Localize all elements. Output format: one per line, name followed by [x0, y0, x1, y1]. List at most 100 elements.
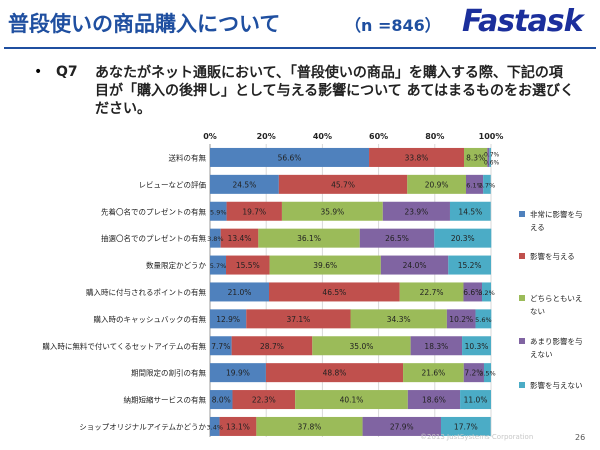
- data-label: 5.9%: [210, 208, 227, 216]
- data-label: 13.1%: [226, 422, 250, 431]
- bar-segment: [380, 255, 449, 275]
- data-label: 8.0%: [212, 396, 231, 405]
- data-label: 37.1%: [286, 315, 310, 324]
- bar-segment: [258, 228, 360, 248]
- page-number: 26: [575, 433, 586, 442]
- legend-label: あまり影響を与: [530, 336, 583, 346]
- data-label: 0.7%: [484, 151, 500, 158]
- category-label: 購入時に無料で付いてくるセットアイテムの有無: [42, 341, 206, 351]
- data-label: 19.7%: [242, 207, 266, 216]
- data-label: 33.8%: [405, 153, 429, 162]
- page-title: 普段使いの商品購入について: [8, 12, 281, 36]
- x-tick-label: 100%: [479, 132, 504, 141]
- bar-segment: [487, 147, 490, 167]
- bar-segment: [362, 416, 441, 436]
- category-label: 購入時に付与されるポイントの有無: [86, 287, 206, 297]
- bar-segment: [210, 201, 227, 221]
- bar-segment: [210, 282, 270, 302]
- legend-label: える: [530, 223, 545, 232]
- x-tick-label: 40%: [313, 132, 332, 141]
- data-label: 21.0%: [228, 288, 252, 297]
- data-label: 28.7%: [260, 342, 284, 351]
- category-label: 購入時のキャッシュバックの有無: [94, 314, 207, 324]
- data-label: 19.9%: [226, 369, 250, 378]
- bar-segment: [449, 201, 491, 221]
- data-label: 2.7%: [479, 181, 496, 189]
- bar-segment: [219, 416, 257, 436]
- bar-segment: [210, 416, 220, 436]
- legend-label: どちらともいえ: [530, 294, 582, 303]
- data-label: 18.6%: [422, 396, 446, 405]
- bar-segment: [482, 282, 491, 302]
- bar-segment: [403, 363, 464, 383]
- bar-segment: [463, 282, 483, 302]
- data-label: 22.7%: [420, 288, 444, 297]
- legend-label: 影響を与える: [530, 251, 575, 261]
- data-label: 0.6%: [484, 159, 500, 166]
- legend-label: 非常に影響を与: [530, 209, 583, 219]
- data-label: 20.9%: [425, 180, 449, 189]
- data-label: 7.2%: [464, 369, 483, 378]
- bar-segment: [295, 390, 408, 410]
- category-label: ショップオリジナルアイテムかどうか: [79, 422, 206, 431]
- bar-segment: [312, 336, 411, 356]
- data-label: 39.6%: [313, 261, 337, 270]
- bar-segment: [350, 309, 447, 329]
- category-label: 期間限定の割引の有無: [131, 368, 206, 378]
- data-label: 3.2%: [478, 289, 495, 297]
- bar-segment: [226, 255, 270, 275]
- data-label: 10.3%: [465, 342, 489, 351]
- category-label: 納期短縮サービスの有無: [124, 395, 207, 405]
- data-label: 8.3%: [466, 153, 485, 162]
- bar-segment: [359, 228, 435, 248]
- bar-segment: [446, 309, 476, 329]
- category-label: 抽選〇名でのプレゼントの有無: [101, 233, 206, 243]
- data-label: 2.5%: [479, 370, 496, 378]
- data-label: 45.7%: [331, 180, 355, 189]
- legend-swatch: [519, 382, 525, 388]
- legend-swatch: [519, 253, 525, 259]
- data-label: 24.0%: [403, 261, 427, 270]
- bar-segment: [462, 336, 491, 356]
- question-number: Q7: [56, 64, 78, 80]
- data-label: 23.9%: [404, 207, 428, 216]
- bar-segment: [434, 228, 492, 248]
- bar-segment: [210, 390, 233, 410]
- data-label: 14.5%: [458, 207, 482, 216]
- data-label: 40.1%: [340, 396, 364, 405]
- x-tick-label: 20%: [257, 132, 276, 141]
- category-label: 送料の有無: [169, 152, 207, 162]
- category-label: 先着〇名でのプレゼントの有無: [101, 206, 206, 216]
- data-label: 37.8%: [298, 422, 322, 431]
- title-underline: [4, 47, 596, 49]
- data-label: 15.5%: [236, 261, 260, 270]
- bar-segment: [231, 336, 313, 356]
- bar-segment: [246, 309, 351, 329]
- bar-segment: [265, 363, 404, 383]
- bar-segment: [465, 174, 484, 194]
- category-label: 数量限定かどうか: [146, 260, 206, 270]
- bar-segment: [448, 255, 491, 275]
- data-label: 24.5%: [233, 180, 257, 189]
- bar-segment: [220, 228, 259, 248]
- data-label: 36.1%: [297, 234, 321, 243]
- data-label: 11.0%: [464, 396, 488, 405]
- bar-segment: [232, 390, 296, 410]
- question-text: あなたがネット通販において、「普段使いの商品」を購入する際、下記の項目が「購入の…: [95, 65, 575, 117]
- bar-segment: [210, 228, 221, 248]
- bar-segment: [399, 282, 464, 302]
- data-label: 35.9%: [320, 207, 344, 216]
- bar-segment: [464, 147, 488, 167]
- data-label: 7.7%: [211, 342, 230, 351]
- data-label: 6.6%: [463, 288, 482, 297]
- legend-swatch: [519, 338, 525, 344]
- bar-segment: [210, 363, 266, 383]
- bar-segment: [407, 174, 466, 194]
- bar-segment: [382, 201, 450, 221]
- bar-segment: [210, 147, 370, 167]
- bar-segment: [210, 336, 232, 356]
- data-label: 26.5%: [385, 234, 409, 243]
- x-tick-label: 0%: [203, 132, 217, 141]
- bar-segment: [483, 174, 491, 194]
